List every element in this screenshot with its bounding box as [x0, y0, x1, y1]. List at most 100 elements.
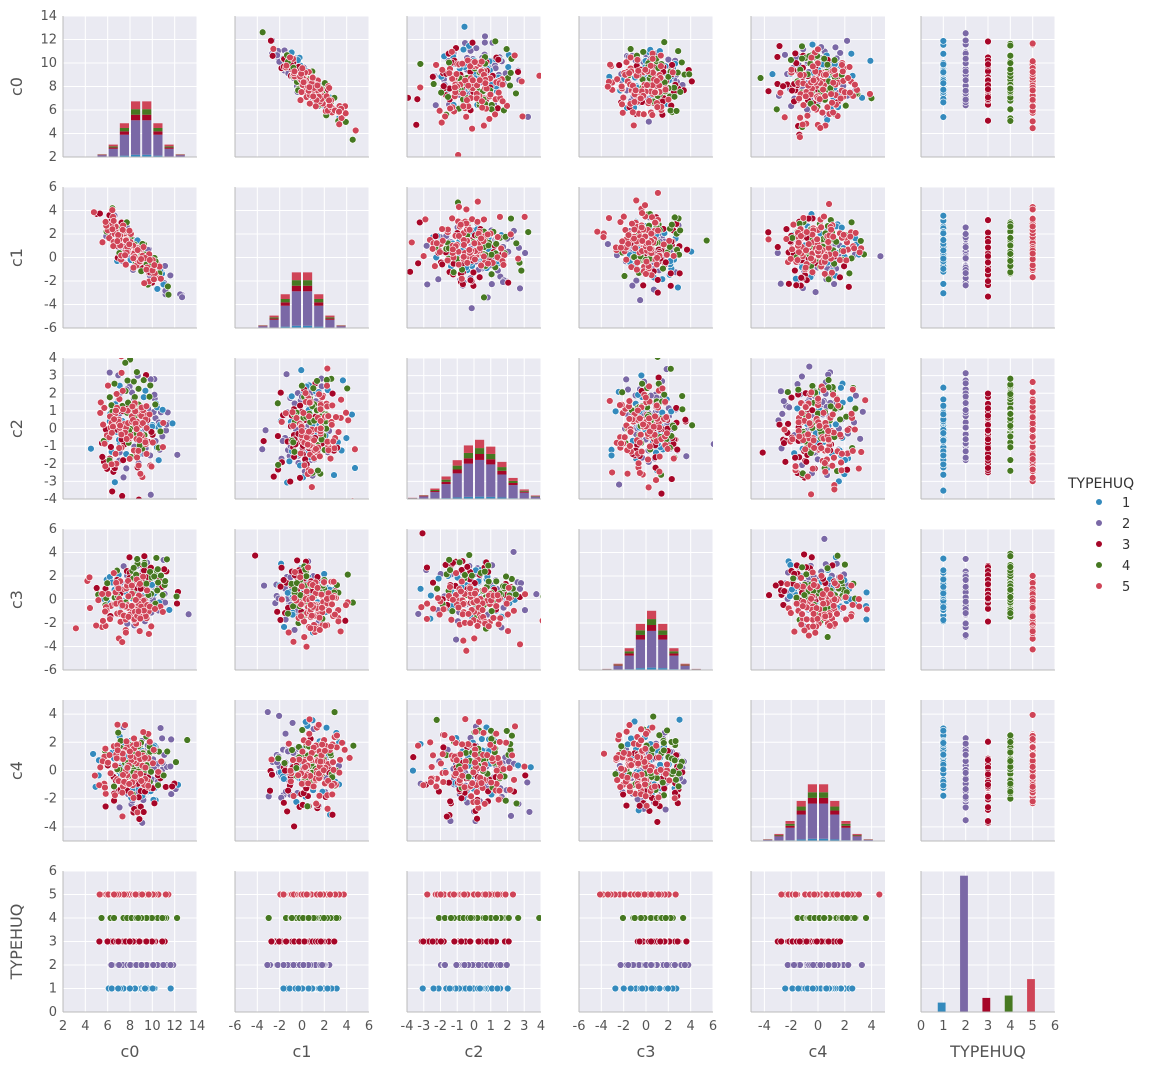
hist-bar-group-5: [463, 445, 473, 453]
point-group-5: [497, 244, 505, 253]
point-group-5: [112, 406, 120, 415]
point-group-2: [780, 397, 788, 405]
point-group-1: [939, 460, 948, 469]
point-group-5: [809, 436, 818, 445]
point-group-3: [791, 49, 799, 58]
point-group-4: [145, 393, 154, 401]
point-group-4: [110, 379, 119, 388]
point-group-5: [478, 57, 486, 66]
point-group-1: [153, 285, 162, 293]
point-group-4: [836, 415, 844, 424]
point-group-3: [984, 37, 992, 46]
point-group-5: [633, 56, 642, 64]
point-group-5: [634, 67, 642, 75]
point-group-5: [498, 80, 507, 89]
hist-bar-group-4: [108, 146, 118, 148]
panel-c2-vs-c0: [62, 357, 198, 500]
point-group-5: [313, 81, 322, 90]
point-group-5: [470, 239, 479, 247]
point-group-3: [688, 77, 696, 86]
hist-bar-group-2: [119, 134, 129, 156]
point-group-5: [159, 443, 167, 451]
point-group-4: [506, 81, 514, 90]
point-group-5: [329, 437, 337, 445]
hist-bar-group-5: [325, 315, 335, 318]
point-group-5: [844, 74, 852, 82]
point-group-5: [454, 151, 462, 157]
point-group-2: [961, 435, 970, 443]
point-group-5: [335, 108, 343, 116]
point-group-4: [654, 358, 662, 361]
point-group-5: [1028, 205, 1037, 214]
point-group-3: [296, 474, 304, 482]
point-group-5: [804, 412, 813, 420]
point-group-5: [660, 240, 668, 249]
point-group-5: [830, 485, 839, 494]
point-group-4: [1006, 390, 1015, 398]
point-group-5: [646, 442, 654, 451]
hist-bar-group-5: [497, 461, 507, 468]
point-group-5: [457, 221, 465, 229]
hist-bar-group-4: [475, 448, 485, 455]
hist-bar-group-1: [142, 154, 152, 157]
point-group-5: [496, 213, 504, 221]
point-group-5: [839, 231, 848, 239]
point-group-3: [791, 266, 799, 275]
point-group-5: [145, 410, 154, 419]
point-group-5: [803, 112, 812, 120]
point-group-5: [1028, 215, 1037, 223]
hist-bar-group-5: [441, 476, 451, 480]
point-group-5: [616, 218, 625, 226]
point-group-5: [624, 231, 633, 239]
point-group-1: [158, 406, 167, 414]
point-group-5: [142, 265, 151, 274]
point-group-3: [662, 258, 670, 267]
point-group-4: [620, 272, 629, 280]
point-group-4: [274, 399, 282, 407]
point-group-2: [710, 440, 713, 448]
point-group-4: [618, 388, 626, 396]
point-group-5: [99, 420, 107, 429]
hist-bar-group-2: [258, 326, 268, 328]
point-group-4: [676, 88, 685, 96]
point-group-2: [481, 32, 489, 41]
hist-bar-group-4: [519, 490, 529, 492]
hist-bar-group-5: [314, 294, 324, 299]
hist-bar-group-4: [291, 280, 301, 286]
point-group-5: [137, 255, 145, 263]
point-group-1: [285, 457, 294, 466]
point-group-5: [108, 429, 116, 437]
point-group-5: [599, 233, 608, 241]
point-group-3: [654, 276, 662, 284]
point-group-5: [624, 240, 632, 248]
point-group-2: [664, 55, 673, 64]
point-group-4: [429, 80, 438, 88]
point-group-5: [652, 476, 660, 484]
point-group-5: [630, 225, 639, 234]
point-group-2: [859, 408, 867, 416]
point-group-5: [626, 428, 635, 436]
point-group-5: [119, 405, 127, 414]
point-group-5: [608, 468, 616, 477]
point-group-2: [961, 76, 970, 84]
point-group-3: [667, 282, 675, 290]
hist-bar-group-1: [497, 497, 507, 499]
hist-bar-group-3: [430, 491, 440, 493]
panel-c0-vs-c3: [578, 15, 714, 158]
point-group-1: [460, 23, 469, 31]
point-group-5: [485, 115, 494, 123]
point-group-5: [855, 464, 863, 473]
point-group-3: [657, 489, 666, 498]
point-group-4: [827, 402, 835, 411]
point-group-4: [484, 241, 493, 250]
hist-bar-group-4: [508, 480, 518, 483]
point-group-5: [474, 197, 482, 206]
point-group-5: [814, 395, 822, 403]
point-group-4: [668, 221, 676, 229]
point-group-5: [815, 422, 824, 430]
point-group-3: [654, 288, 662, 297]
hist-bar-group-5: [419, 495, 429, 496]
point-group-5: [125, 240, 133, 249]
point-group-1: [459, 45, 468, 54]
point-group-5: [458, 275, 466, 283]
